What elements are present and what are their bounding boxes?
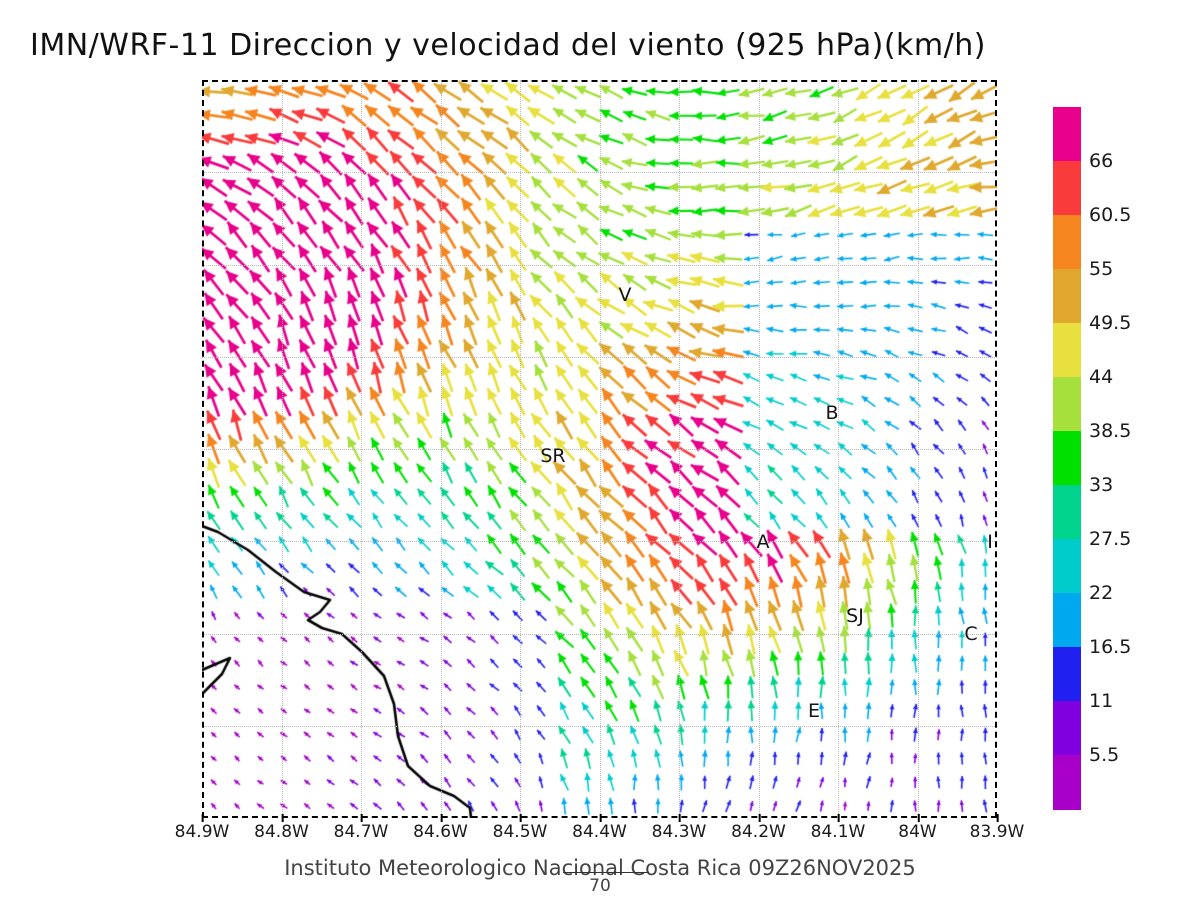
x-axis-tick-label: 84.5W bbox=[493, 814, 547, 842]
x-axis-tick-mark bbox=[360, 814, 363, 822]
colorbar-tick-label: 38.5 bbox=[1089, 420, 1132, 442]
x-axis-tick-mark bbox=[519, 814, 522, 822]
x-axis-tick-mark bbox=[917, 814, 920, 822]
colorbar-tick-label: 60.5 bbox=[1089, 204, 1132, 226]
grid-line-horizontal bbox=[202, 356, 997, 358]
x-axis-tick-label: 84.7W bbox=[334, 814, 388, 842]
colorbar-band bbox=[1053, 215, 1081, 270]
x-axis-tick-label: 84.2W bbox=[731, 814, 786, 842]
colorbar-band bbox=[1053, 161, 1081, 216]
colorbar-band bbox=[1053, 377, 1081, 432]
colorbar-tick-label: 5.5 bbox=[1089, 744, 1120, 766]
plot-frame-right bbox=[995, 80, 997, 818]
colorbar-tick-label: 22 bbox=[1089, 582, 1114, 604]
colorbar-band bbox=[1053, 323, 1081, 378]
colorbar-band bbox=[1053, 485, 1081, 540]
grid-line-horizontal bbox=[202, 172, 997, 174]
x-axis-tick-mark bbox=[440, 814, 443, 822]
colorbar-band bbox=[1053, 539, 1081, 594]
colorbar-tick-label: 16.5 bbox=[1089, 636, 1132, 658]
footer-sub-number: 70 bbox=[589, 876, 611, 896]
map-plot-area[interactable] bbox=[202, 80, 997, 818]
plot-frame-left bbox=[202, 80, 204, 818]
x-axis-tick-label: 84.1W bbox=[811, 814, 865, 842]
colorbar-band bbox=[1053, 269, 1081, 324]
colorbar-band bbox=[1053, 431, 1081, 486]
x-axis-tick-mark bbox=[201, 814, 204, 822]
grid-line-horizontal bbox=[202, 633, 997, 635]
x-axis-tick-label: 84.9W bbox=[175, 814, 229, 842]
x-axis-tick-label: 84.8W bbox=[254, 814, 309, 842]
grid-line-horizontal bbox=[202, 449, 997, 450]
grid-line-horizontal bbox=[202, 541, 997, 543]
colorbar-band bbox=[1053, 107, 1081, 162]
x-axis-tick-label: 84.3W bbox=[652, 814, 706, 842]
caption-strike-line bbox=[563, 872, 649, 873]
colorbar-tick-label: 55 bbox=[1089, 258, 1114, 280]
page-title: IMN/WRF-11 Direccion y velocidad del vie… bbox=[30, 28, 986, 63]
x-axis-tick-mark bbox=[996, 814, 999, 822]
x-axis-tick-mark bbox=[678, 814, 681, 822]
colorbar[interactable] bbox=[1053, 107, 1081, 810]
x-axis-tick-mark bbox=[758, 814, 761, 822]
footer-caption: Instituto Meteorologico Nacional Costa R… bbox=[284, 856, 916, 880]
grid-line-horizontal bbox=[202, 725, 997, 727]
colorbar-tick-label: 66 bbox=[1089, 150, 1114, 172]
x-axis-tick-label: 84.6W bbox=[413, 814, 468, 842]
colorbar-tick-label: 11 bbox=[1089, 690, 1114, 712]
x-axis-tick-mark bbox=[599, 814, 602, 822]
colorbar-tick-label: 33 bbox=[1089, 474, 1114, 496]
colorbar-tick-label: 49.5 bbox=[1089, 312, 1132, 334]
colorbar-tick-label: 27.5 bbox=[1089, 528, 1132, 550]
colorbar-band bbox=[1053, 701, 1081, 756]
colorbar-tick-label: 44 bbox=[1089, 366, 1114, 388]
colorbar-band bbox=[1053, 593, 1081, 648]
x-axis-tick-label: 84W bbox=[898, 814, 937, 842]
colorbar-band bbox=[1053, 647, 1081, 702]
x-axis-tick-mark bbox=[281, 814, 284, 822]
x-axis-tick-label: 84.4W bbox=[572, 814, 627, 842]
x-axis-tick-mark bbox=[837, 814, 840, 822]
plot-frame-top bbox=[202, 80, 997, 82]
colorbar-band bbox=[1053, 755, 1081, 810]
grid-line-horizontal bbox=[202, 264, 997, 266]
x-axis-tick-label: 83.9W bbox=[970, 814, 1024, 842]
